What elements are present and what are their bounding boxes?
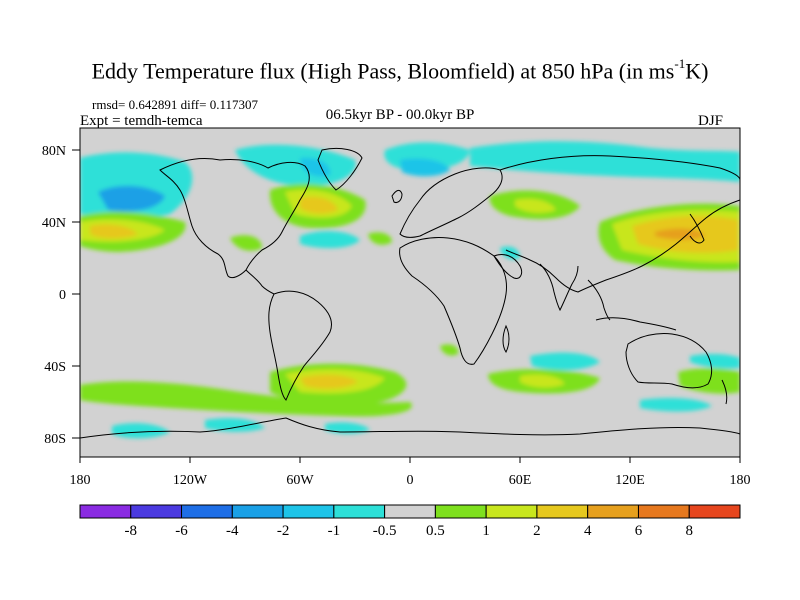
pos-region-gulf xyxy=(230,235,262,251)
colorbar-swatch xyxy=(79,504,132,519)
pos-region-atlantic-mid xyxy=(368,232,392,245)
colorbar-label: 6 xyxy=(635,523,643,539)
neg-region-siberia-core xyxy=(400,158,450,177)
neg-region-canada-core xyxy=(300,157,331,177)
lat-label-40s: 40S xyxy=(44,360,66,375)
colorbar-label: 2 xyxy=(533,523,541,539)
coast-antarctica xyxy=(80,417,740,439)
season-label: DJF xyxy=(698,113,724,129)
lat-tick-labels: 80N 40N 0 40S 80S xyxy=(42,144,66,447)
lon-label-120e: 120E xyxy=(615,473,645,488)
lon-label-120w: 120W xyxy=(173,473,208,488)
colorbar-label: -0.5 xyxy=(373,523,397,539)
coast-south-america xyxy=(268,290,332,401)
title-superscript: -1 xyxy=(674,56,686,71)
map-field xyxy=(80,128,740,457)
colorbar-swatch xyxy=(637,504,690,519)
colorbar-swatch xyxy=(536,504,589,519)
colorbar-swatch xyxy=(231,504,284,519)
plot-title: Eddy Temperature flux (High Pass, Bloomf… xyxy=(0,56,800,84)
coast-australia xyxy=(625,333,713,389)
lon-label-180w: 180 xyxy=(70,473,91,488)
lat-label-40n: 40N xyxy=(42,216,66,231)
colorbar-label: -4 xyxy=(226,523,239,539)
lat-label-80s: 80S xyxy=(44,432,66,447)
colorbar-swatch xyxy=(587,504,639,519)
lon-tick-labels: 180 120W 60W 0 60E 120E 180 xyxy=(70,473,751,488)
coast-africa xyxy=(399,237,507,365)
colorbar-swatch xyxy=(485,504,538,519)
lon-label-180e: 180 xyxy=(730,473,751,488)
period-label: 06.5kyr BP - 00.0kyr BP xyxy=(325,107,475,123)
lon-ticks xyxy=(79,457,741,463)
neg-region-s-ocean-b xyxy=(112,423,170,439)
pos-region-nw-atlantic-core xyxy=(300,196,338,214)
coast-uk xyxy=(391,189,403,203)
colorbar-swatch xyxy=(384,504,436,519)
title-prefix: Eddy Temperature flux (High Pass, Bloomf… xyxy=(91,58,675,84)
neg-region-n-pacific-core xyxy=(98,185,165,212)
coast-indonesia xyxy=(595,317,677,331)
lon-label-60e: 60E xyxy=(509,473,532,488)
colorbar-label: 1 xyxy=(482,523,490,539)
colorbar-label: 4 xyxy=(584,523,592,539)
lat-label-80n: 80N xyxy=(42,144,66,159)
colorbar-label: -8 xyxy=(125,523,138,539)
lon-label-0: 0 xyxy=(407,473,414,488)
pos-region-south-indian-mid xyxy=(520,374,565,388)
neg-region-s-ocean-c xyxy=(205,418,265,432)
coast-india xyxy=(539,263,579,312)
lat-label-0: 0 xyxy=(59,288,66,303)
coast-europe xyxy=(399,167,503,238)
title-suffix: K) xyxy=(685,58,709,84)
stats-line: rmsd= 0.642891 diff= 0.117307 xyxy=(92,97,258,112)
colorbar-swatch xyxy=(130,504,183,519)
colorbar-swatch xyxy=(282,504,335,519)
colorbar-label: -1 xyxy=(328,523,341,539)
colorbar-swatch xyxy=(434,504,487,519)
experiment-label: Expt = temdh-temca xyxy=(80,113,203,129)
colorbar-label: 0.5 xyxy=(426,523,445,539)
coast-central-america xyxy=(245,269,275,295)
neg-region-tropical-africa xyxy=(500,246,520,260)
neg-region-s-ocean-a xyxy=(530,352,600,371)
coast-arabia xyxy=(493,253,523,279)
colorbar: -8 -6 -4 -2 -1 -0.5 0.5 1 2 4 6 8 xyxy=(79,504,741,539)
colorbar-label: -2 xyxy=(277,523,290,539)
coast-north-america xyxy=(159,157,310,279)
neg-region-n-atlantic xyxy=(300,231,360,249)
colorbar-label: 8 xyxy=(685,523,693,539)
coast-madagascar xyxy=(502,324,510,353)
colorbar-swatch xyxy=(688,504,741,519)
pos-region-europe-mid xyxy=(515,198,556,213)
neg-region-siberia xyxy=(470,141,740,182)
neg-region-s-ocean-f xyxy=(690,353,740,369)
colorbar-swatch xyxy=(181,504,233,519)
pos-region-south-pacific xyxy=(80,381,412,417)
lat-ticks xyxy=(72,149,80,439)
neg-region-s-ocean-e xyxy=(640,398,712,412)
pos-region-nw-pacific-peak xyxy=(655,228,705,240)
coast-japan xyxy=(689,213,705,244)
colorbar-swatch xyxy=(333,504,386,519)
pos-region-s-atlantic-small xyxy=(440,344,459,356)
neg-region-s-ocean-d xyxy=(325,422,370,434)
coastlines xyxy=(80,147,740,439)
pos-region-south-atlantic-core xyxy=(300,374,358,389)
coast-greenland xyxy=(317,147,363,191)
colorbar-label: -6 xyxy=(175,523,188,539)
coast-new-zealand xyxy=(721,379,728,405)
lon-label-60w: 60W xyxy=(286,473,314,488)
pos-region-ne-pacific-core xyxy=(90,224,138,239)
